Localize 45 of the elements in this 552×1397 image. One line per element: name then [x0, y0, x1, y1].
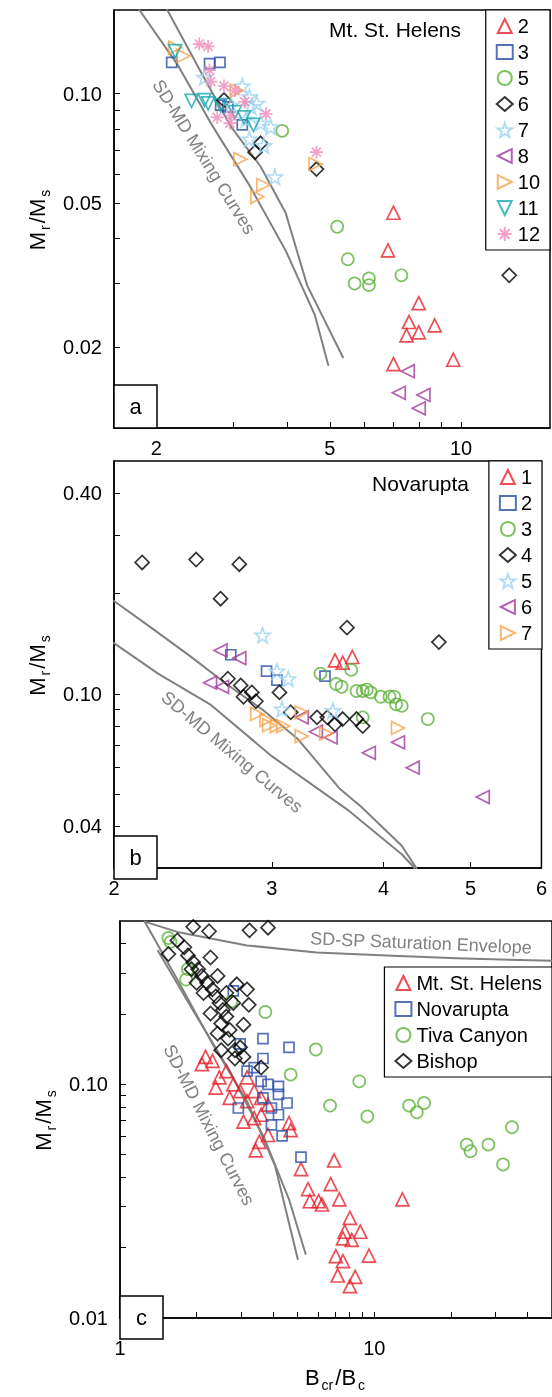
- annotation: b: [129, 845, 142, 870]
- x-tick-label: 5: [464, 877, 477, 899]
- legend-label: 2: [517, 15, 529, 37]
- x-tick-label: 4: [378, 877, 390, 899]
- x-tick-label: 3: [266, 877, 278, 899]
- legend-label: 11: [517, 197, 539, 219]
- legend-label: 6: [520, 596, 532, 618]
- annotation: a: [129, 394, 143, 419]
- x-tick-label: 6: [535, 877, 547, 899]
- y-tick-label: 0.05: [63, 191, 102, 214]
- text: Novarupta: [372, 472, 470, 495]
- y-tick-label: 0.01: [69, 1307, 108, 1329]
- x-tick-label: 10: [449, 437, 473, 459]
- legend-label: 10: [517, 171, 540, 193]
- y-tick-label: 0.02: [63, 336, 102, 359]
- legend-label: 5: [517, 67, 529, 89]
- x-tick-label: 5: [324, 437, 336, 459]
- y-tick-label: 0.10: [63, 82, 102, 105]
- y-tick-label: 0.04: [63, 815, 102, 838]
- legend-label: 6: [517, 93, 529, 115]
- legend-label: Mt. St. Helens: [416, 972, 543, 994]
- x-tick-label: 2: [108, 877, 120, 899]
- legend-label: 7: [517, 119, 529, 141]
- legend-label: 3: [517, 41, 529, 63]
- legend-label: Tiva Canyon: [416, 1024, 528, 1046]
- y-tick-label: 0.10: [69, 1073, 108, 1096]
- y-axis-title: Mr/Ms: [24, 189, 53, 251]
- legend-label: 3: [520, 518, 532, 540]
- annotation: SD-SP Saturation Envelope: [309, 928, 533, 958]
- legend-label: Bishop: [416, 1050, 478, 1072]
- legend-label: 2: [520, 492, 532, 514]
- y-axis-title: Mr/Ms: [24, 635, 53, 696]
- y-tick-label: 0.40: [63, 482, 102, 505]
- legend-label: Novarupta: [416, 998, 510, 1020]
- legend-label: 8: [517, 145, 529, 167]
- y-axis-title: Mr/Ms: [30, 1090, 59, 1151]
- legend-label: 5: [520, 570, 532, 592]
- annotation: c: [136, 1305, 147, 1330]
- x-tick-label: 2: [150, 437, 162, 459]
- legend-label: 12: [517, 223, 540, 245]
- y-tick-label: 0.10: [63, 682, 102, 705]
- legend-label: 4: [520, 544, 532, 566]
- chart-title: Mt. St. Helens: [329, 18, 462, 41]
- legend-label: 1: [520, 466, 532, 488]
- legend-label: 7: [520, 622, 532, 644]
